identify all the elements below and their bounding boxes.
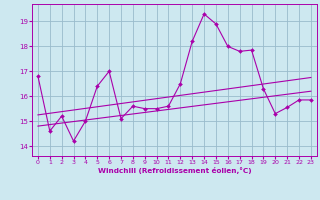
- X-axis label: Windchill (Refroidissement éolien,°C): Windchill (Refroidissement éolien,°C): [98, 167, 251, 174]
